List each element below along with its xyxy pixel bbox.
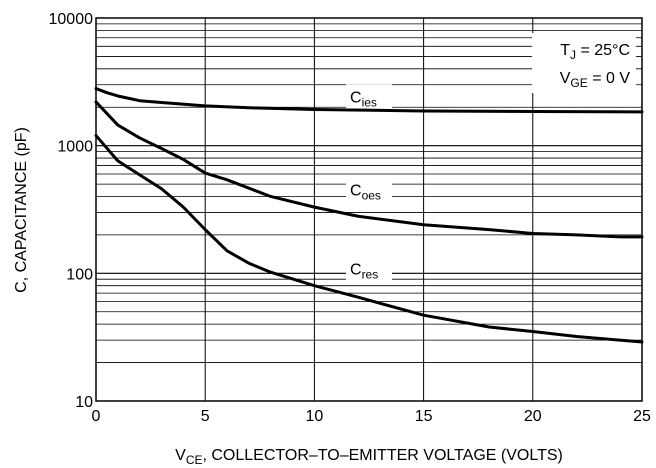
series-label-ies: Cies	[350, 89, 377, 109]
x-axis-title: VCE, COLLECTOR–TO–EMITTER VOLTAGE (VOLTS…	[175, 447, 563, 467]
y-tick-label: 100	[66, 266, 93, 283]
condition-label: TJ = 25°C	[560, 42, 630, 62]
x-tick-label: 10	[306, 408, 324, 425]
series-line-ies	[94, 87, 644, 114]
condition-label: VGE = 0 V	[560, 70, 631, 90]
series-label-bg	[346, 177, 392, 202]
series-label-oes: Coes	[350, 182, 381, 202]
y-tick-label: 10	[75, 394, 93, 411]
series-group	[94, 87, 644, 344]
x-tick-label: 0	[92, 408, 101, 425]
y-axis-title: C, CAPACITANCE (pF)	[13, 127, 30, 293]
test-conditions: TJ = 25°C VGE = 0 V	[532, 33, 636, 93]
x-tick-label: 15	[415, 408, 433, 425]
y-tick-label: 1000	[57, 139, 93, 156]
series-label-res: Cres	[350, 262, 378, 282]
x-tick-label: 20	[524, 408, 542, 425]
series-line-res	[94, 134, 644, 344]
plot-frame	[95, 17, 643, 402]
series-label-bg	[346, 84, 392, 109]
conditions-bg	[532, 33, 636, 93]
y-tick-label: 10000	[49, 11, 94, 28]
series-label-bg	[346, 256, 392, 281]
tick-labels: 0 5 10 15 20 25 10 100 1000 10000	[49, 11, 652, 425]
x-tick-label: 5	[201, 408, 210, 425]
series-line-oes	[94, 100, 644, 239]
series-labels: Cies Coes Cres	[346, 84, 392, 282]
x-tick-label: 25	[633, 408, 651, 425]
